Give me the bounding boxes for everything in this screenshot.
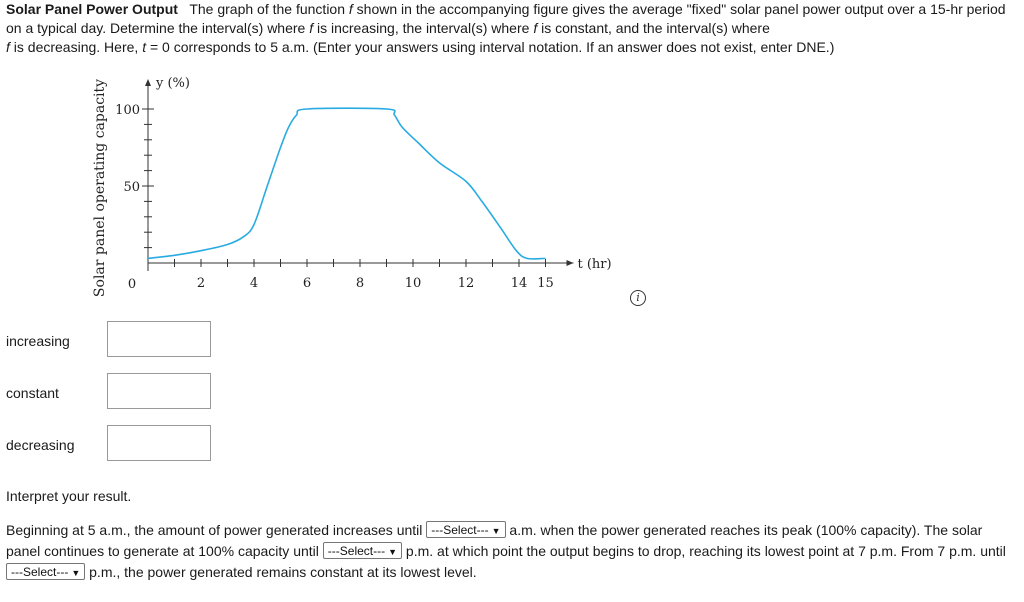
ticks: 2 4 6 8 10 12 14 15 50 100 bbox=[115, 103, 554, 291]
interpret-text: a.m. when the power generated reaches it… bbox=[6, 522, 983, 559]
problem-text: = 0 corresponds to 5 a.m. (Enter your an… bbox=[146, 39, 835, 55]
function-f: f bbox=[309, 20, 314, 36]
problem-text: is increasing, the interval(s) where bbox=[313, 20, 534, 36]
info-icon[interactable]: i bbox=[630, 290, 646, 306]
x-tick-label: 10 bbox=[405, 276, 422, 291]
chevron-down-icon: ▼ bbox=[491, 526, 501, 536]
problem-text: is decreasing. Here, bbox=[9, 39, 143, 55]
select-value: ---Select--- bbox=[431, 523, 489, 537]
x-tick-label: 8 bbox=[356, 276, 364, 291]
axes bbox=[145, 79, 574, 271]
peak-start-select[interactable]: ---Select--- ▼ bbox=[426, 521, 506, 538]
problem-title: Solar Panel Power Output bbox=[6, 1, 178, 17]
interpret-text: Beginning at 5 a.m., the amount of power… bbox=[6, 522, 427, 538]
increasing-input[interactable] bbox=[107, 321, 211, 357]
function-f: f bbox=[348, 1, 353, 17]
constant-label: constant bbox=[6, 385, 59, 401]
origin-label: 0 bbox=[128, 277, 136, 292]
x-axis-arrow bbox=[566, 260, 574, 266]
variable-t: t bbox=[142, 39, 147, 55]
select-value: ---Select--- bbox=[11, 565, 69, 579]
function-f: f bbox=[533, 20, 538, 36]
constant-input[interactable] bbox=[107, 373, 211, 409]
chevron-down-icon: ▼ bbox=[71, 568, 81, 578]
x-tick-label: 6 bbox=[303, 276, 311, 291]
y-axis-arrow bbox=[145, 79, 151, 86]
power-curve bbox=[147, 107, 546, 260]
decreasing-label: decreasing bbox=[6, 437, 75, 453]
x-tick-label: 2 bbox=[197, 276, 205, 291]
x-axis-label: t (hr) bbox=[578, 257, 612, 272]
x-tick-label: 4 bbox=[250, 276, 258, 291]
problem-text: The graph of the function bbox=[189, 1, 349, 17]
x-tick-label: 12 bbox=[458, 276, 475, 291]
chevron-down-icon: ▼ bbox=[388, 547, 398, 557]
function-f: f bbox=[6, 39, 10, 55]
problem-text: shown in the accompanying figure gives t… bbox=[6, 1, 1006, 36]
interpret-text: p.m., the power generated remains consta… bbox=[85, 564, 477, 580]
interpret-heading: Interpret your result. bbox=[6, 488, 132, 504]
problem-statement: Solar Panel Power Output The graph of th… bbox=[6, 0, 1014, 57]
interpret-text: p.m. at which point the output begins to… bbox=[402, 543, 1006, 559]
x-tick-label: 14 bbox=[511, 276, 528, 291]
x-tick-label: 15 bbox=[537, 276, 554, 291]
problem-text: is constant, and the interval(s) where bbox=[537, 20, 770, 36]
y-tick-label: 50 bbox=[123, 180, 140, 195]
y-axis-title: Solar panel operating capacity bbox=[92, 79, 108, 297]
increasing-label: increasing bbox=[6, 333, 70, 349]
y-tick-label: 100 bbox=[115, 103, 140, 118]
decreasing-input[interactable] bbox=[107, 425, 211, 461]
select-value: ---Select--- bbox=[327, 544, 386, 558]
interpret-paragraph: Beginning at 5 a.m., the amount of power… bbox=[6, 520, 1006, 583]
solar-output-graph: Solar panel operating capacity 2 4 6 8 10 12 1… bbox=[92, 76, 612, 297]
peak-end-select[interactable]: ---Select--- ▼ bbox=[322, 542, 403, 559]
y-axis-label: y (%) bbox=[155, 76, 190, 91]
constant-end-select[interactable]: ---Select--- ▼ bbox=[6, 563, 86, 580]
